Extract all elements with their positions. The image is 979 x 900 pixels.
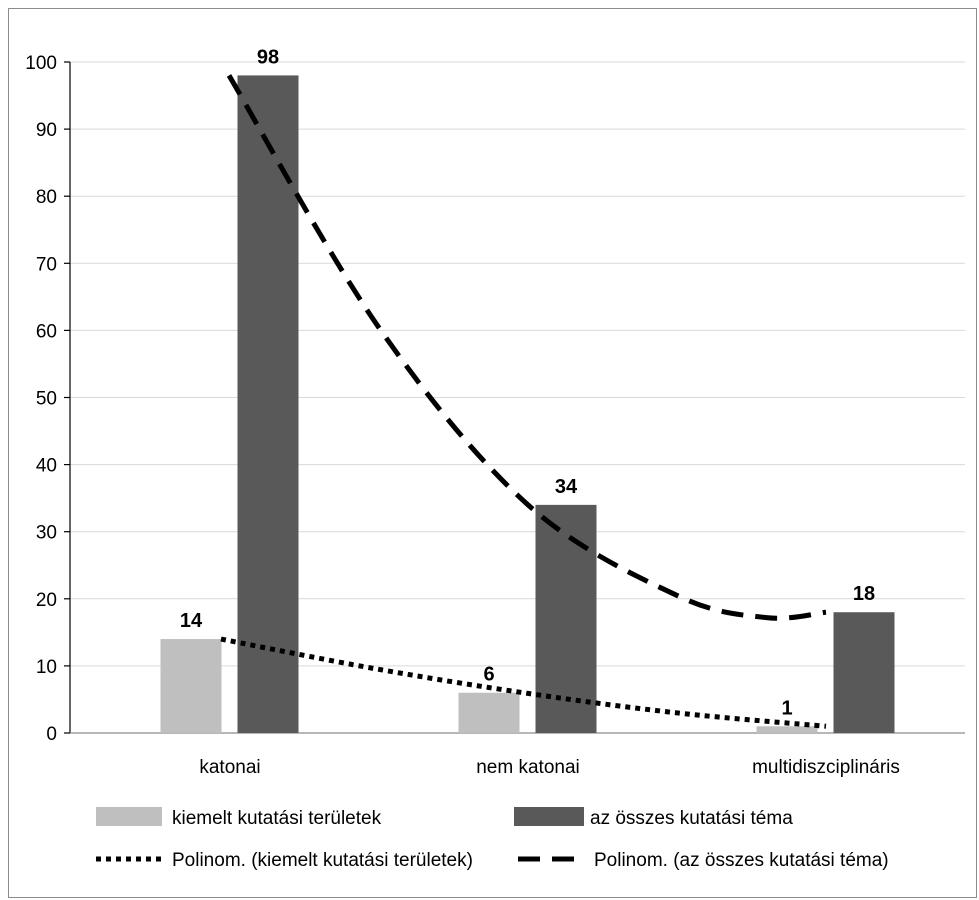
data-label-series0-cat2: 1 bbox=[781, 697, 792, 719]
x-tick-label-2: multidiszciplináris bbox=[752, 757, 900, 778]
trendline-0 bbox=[220, 636, 827, 729]
legend-label-series1: az összes kutatási téma bbox=[590, 808, 793, 829]
trendline-1 bbox=[226, 74, 827, 621]
bar-series1-cat0 bbox=[237, 75, 299, 734]
y-tick-label-60: 60 bbox=[36, 321, 57, 342]
y-tick-label-40: 40 bbox=[36, 456, 57, 477]
trendlines bbox=[220, 74, 827, 729]
legend: kiemelt kutatási területek az összes kuta… bbox=[96, 807, 889, 871]
y-tick-label-30: 30 bbox=[36, 523, 57, 544]
data-label-series0-cat1: 6 bbox=[483, 664, 494, 686]
y-tick-label-90: 90 bbox=[36, 120, 57, 141]
x-tick-label-0: katonai bbox=[199, 757, 260, 778]
bar-series1-cat1 bbox=[535, 504, 597, 733]
y-tick-label-20: 20 bbox=[36, 590, 57, 611]
axes: 0 10 20 30 40 50 60 70 80 90 100 katonai nem katonai… bbox=[25, 53, 965, 778]
y-tick-label-80: 80 bbox=[36, 187, 57, 208]
legend-swatch-series1 bbox=[514, 807, 584, 826]
y-tick-label-10: 10 bbox=[36, 657, 57, 678]
bar-series0-cat0 bbox=[160, 639, 222, 733]
x-tick-label-1: nem katonai bbox=[476, 757, 580, 778]
bar-series0-cat1 bbox=[458, 692, 520, 733]
chart-frame bbox=[8, 8, 977, 898]
data-label-series1-cat2: 18 bbox=[853, 583, 875, 605]
legend-swatch-series0 bbox=[96, 807, 162, 826]
y-tick-label-100: 100 bbox=[25, 53, 57, 74]
data-label-series1-cat0: 98 bbox=[257, 46, 279, 68]
legend-label-trend1: Polinom. (az összes kutatási téma) bbox=[594, 850, 889, 871]
data-label-series0-cat0: 14 bbox=[180, 610, 203, 632]
gridlines bbox=[70, 61, 965, 667]
bar-series1-cat2 bbox=[833, 612, 895, 733]
y-tick-label-70: 70 bbox=[36, 254, 57, 275]
bars bbox=[160, 75, 895, 734]
labels: 14 6 1 98 34 18 bbox=[180, 46, 875, 719]
data-label-series1-cat1: 34 bbox=[555, 476, 578, 498]
legend-label-series0: kiemelt kutatási területek bbox=[172, 808, 382, 829]
legend-label-trend0: Polinom. (kiemelt kutatási területek) bbox=[172, 850, 473, 871]
bar-series0-cat2 bbox=[756, 726, 818, 733]
y-tick-label-50: 50 bbox=[36, 389, 57, 410]
y-tick-label-0: 0 bbox=[46, 724, 57, 745]
